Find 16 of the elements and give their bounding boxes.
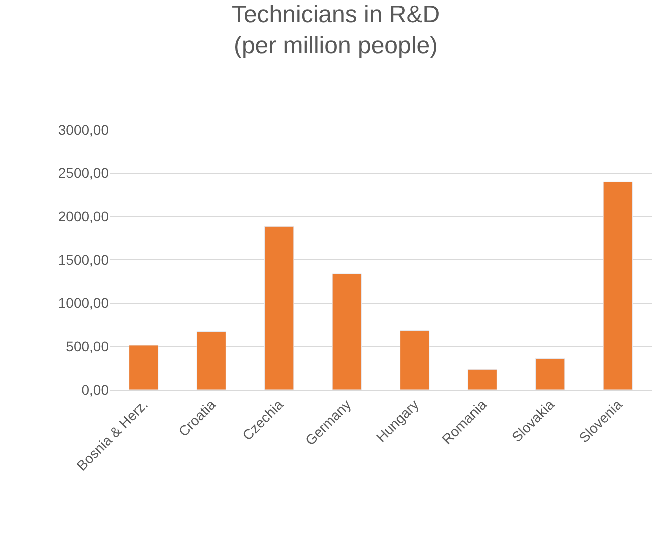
y-tick-label: 1000,00 (58, 295, 110, 312)
chart-title: Technicians in R&D (per million people) (232, 1, 440, 60)
bar (332, 274, 362, 390)
bar (264, 226, 294, 390)
y-tick-label: 3000,00 (58, 122, 110, 138)
bar (400, 330, 430, 390)
bar (603, 182, 633, 390)
y-tick-label: 500,00 (66, 338, 110, 355)
y-tick-label: 0,00 (82, 382, 110, 398)
bar (468, 369, 498, 390)
y-tick-label: 2500,00 (58, 165, 110, 182)
y-tick-label: 1500,00 (58, 252, 110, 268)
bar (196, 332, 226, 390)
bar (536, 358, 566, 390)
y-tick-label: 2000,00 (58, 208, 110, 225)
bar (129, 345, 159, 390)
